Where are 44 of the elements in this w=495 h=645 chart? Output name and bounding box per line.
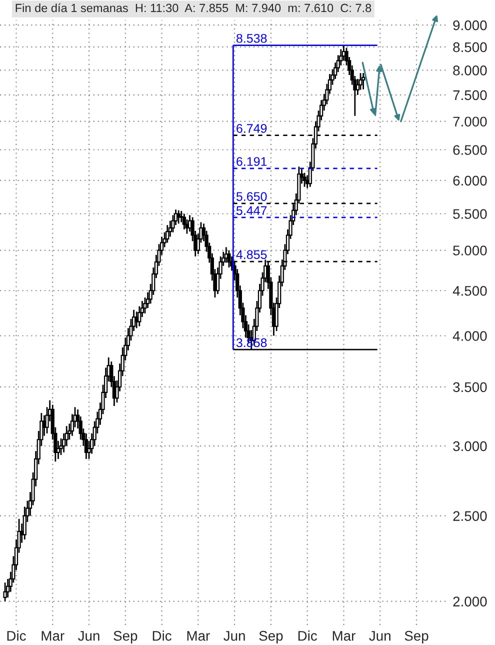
y-tick-label: 4.000 [452, 331, 487, 341]
chart-title: Fin de día 1 semanas H: 11:30 A: 7.855 M: 7.940 m: 7.610 C: 7.8 [16, 3, 372, 12]
y-tick-label: 5.000 [453, 246, 487, 256]
y-tick-label: 4.500 [452, 286, 487, 296]
candlestick [3, 582, 7, 602]
y-tick-label: 8.000 [453, 66, 487, 76]
y-tick-label: 2.500 [453, 511, 487, 521]
candlestick [302, 172, 306, 188]
candlestick [166, 224, 170, 244]
candlestick [361, 72, 366, 90]
ref-line-label: 5.447 [236, 206, 267, 215]
y-tick-label: 6.000 [453, 176, 487, 186]
candlestick [176, 210, 180, 224]
ref-line-label: 6.191 [236, 157, 267, 166]
candlestick [182, 213, 186, 230]
x-tick-label: Dic [152, 630, 172, 641]
y-tick-label: 9.000 [453, 20, 487, 30]
x-tick-label: Dic [7, 630, 26, 641]
y-tick-label: 2.000 [453, 596, 487, 606]
candlestick [358, 72, 362, 91]
x-tick-label: Jun [224, 631, 245, 641]
y-tick-label: 7.000 [453, 116, 487, 127]
y-tick-label: 8.500 [453, 42, 487, 52]
x-tick-label: Mar [42, 631, 64, 641]
ref-line-label: 5.650 [236, 192, 267, 201]
y-tick-label: 3.500 [453, 382, 487, 392]
ref-line-label: 6.749 [236, 124, 267, 133]
x-tick-label: Dic [298, 630, 317, 641]
candlestick [143, 296, 147, 314]
x-tick-label: Mar [332, 631, 356, 641]
candlestick [59, 438, 63, 456]
x-tick-label: Sep [404, 630, 428, 644]
x-tick-label: Jun [369, 631, 390, 641]
candlestick [227, 250, 231, 268]
ref-line-label: 4.855 [236, 250, 267, 260]
y-tick-label: 6.500 [453, 145, 487, 155]
ref-line-label: 8.538 [236, 34, 267, 43]
x-tick-label: Sep [259, 630, 283, 644]
x-tick-label: Jun [78, 631, 100, 641]
y-tick-label: 7.500 [453, 90, 487, 100]
y-tick-label: 5.500 [453, 209, 487, 219]
x-tick-label: Sep [114, 630, 138, 644]
x-tick-label: Mar [187, 631, 210, 641]
y-tick-label: 3.000 [453, 441, 487, 452]
